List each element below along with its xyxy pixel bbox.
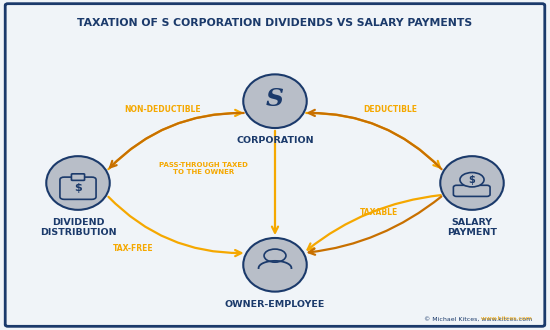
FancyBboxPatch shape	[5, 4, 545, 326]
Ellipse shape	[243, 238, 307, 292]
Text: DIVIDEND
DISTRIBUTION: DIVIDEND DISTRIBUTION	[40, 218, 116, 237]
Text: OWNER-EMPLOYEE: OWNER-EMPLOYEE	[225, 300, 325, 309]
Text: CORPORATION: CORPORATION	[236, 136, 314, 145]
FancyBboxPatch shape	[72, 174, 85, 181]
Text: $: $	[469, 175, 475, 185]
Circle shape	[264, 249, 286, 262]
Text: TAX-FREE: TAX-FREE	[112, 244, 153, 253]
Text: NON-DEDUCTIBLE: NON-DEDUCTIBLE	[124, 105, 201, 114]
Text: DEDUCTIBLE: DEDUCTIBLE	[363, 105, 417, 114]
FancyBboxPatch shape	[60, 177, 96, 199]
Ellipse shape	[440, 156, 504, 210]
Text: S: S	[266, 86, 284, 111]
Text: www.kitces.com: www.kitces.com	[425, 316, 532, 321]
Ellipse shape	[243, 74, 307, 128]
Circle shape	[460, 173, 484, 187]
Ellipse shape	[46, 156, 110, 210]
Text: SALARY
PAYMENT: SALARY PAYMENT	[447, 218, 497, 237]
FancyBboxPatch shape	[453, 185, 490, 196]
Text: TAXATION OF S CORPORATION DIVIDENDS VS SALARY PAYMENTS: TAXATION OF S CORPORATION DIVIDENDS VS S…	[78, 18, 472, 28]
Text: $: $	[74, 183, 82, 193]
Text: © Michael Kitces, www.kitces.com: © Michael Kitces, www.kitces.com	[424, 316, 532, 321]
Text: TAXABLE: TAXABLE	[360, 208, 398, 217]
Text: PASS-THROUGH TAXED
TO THE OWNER: PASS-THROUGH TAXED TO THE OWNER	[160, 162, 248, 175]
